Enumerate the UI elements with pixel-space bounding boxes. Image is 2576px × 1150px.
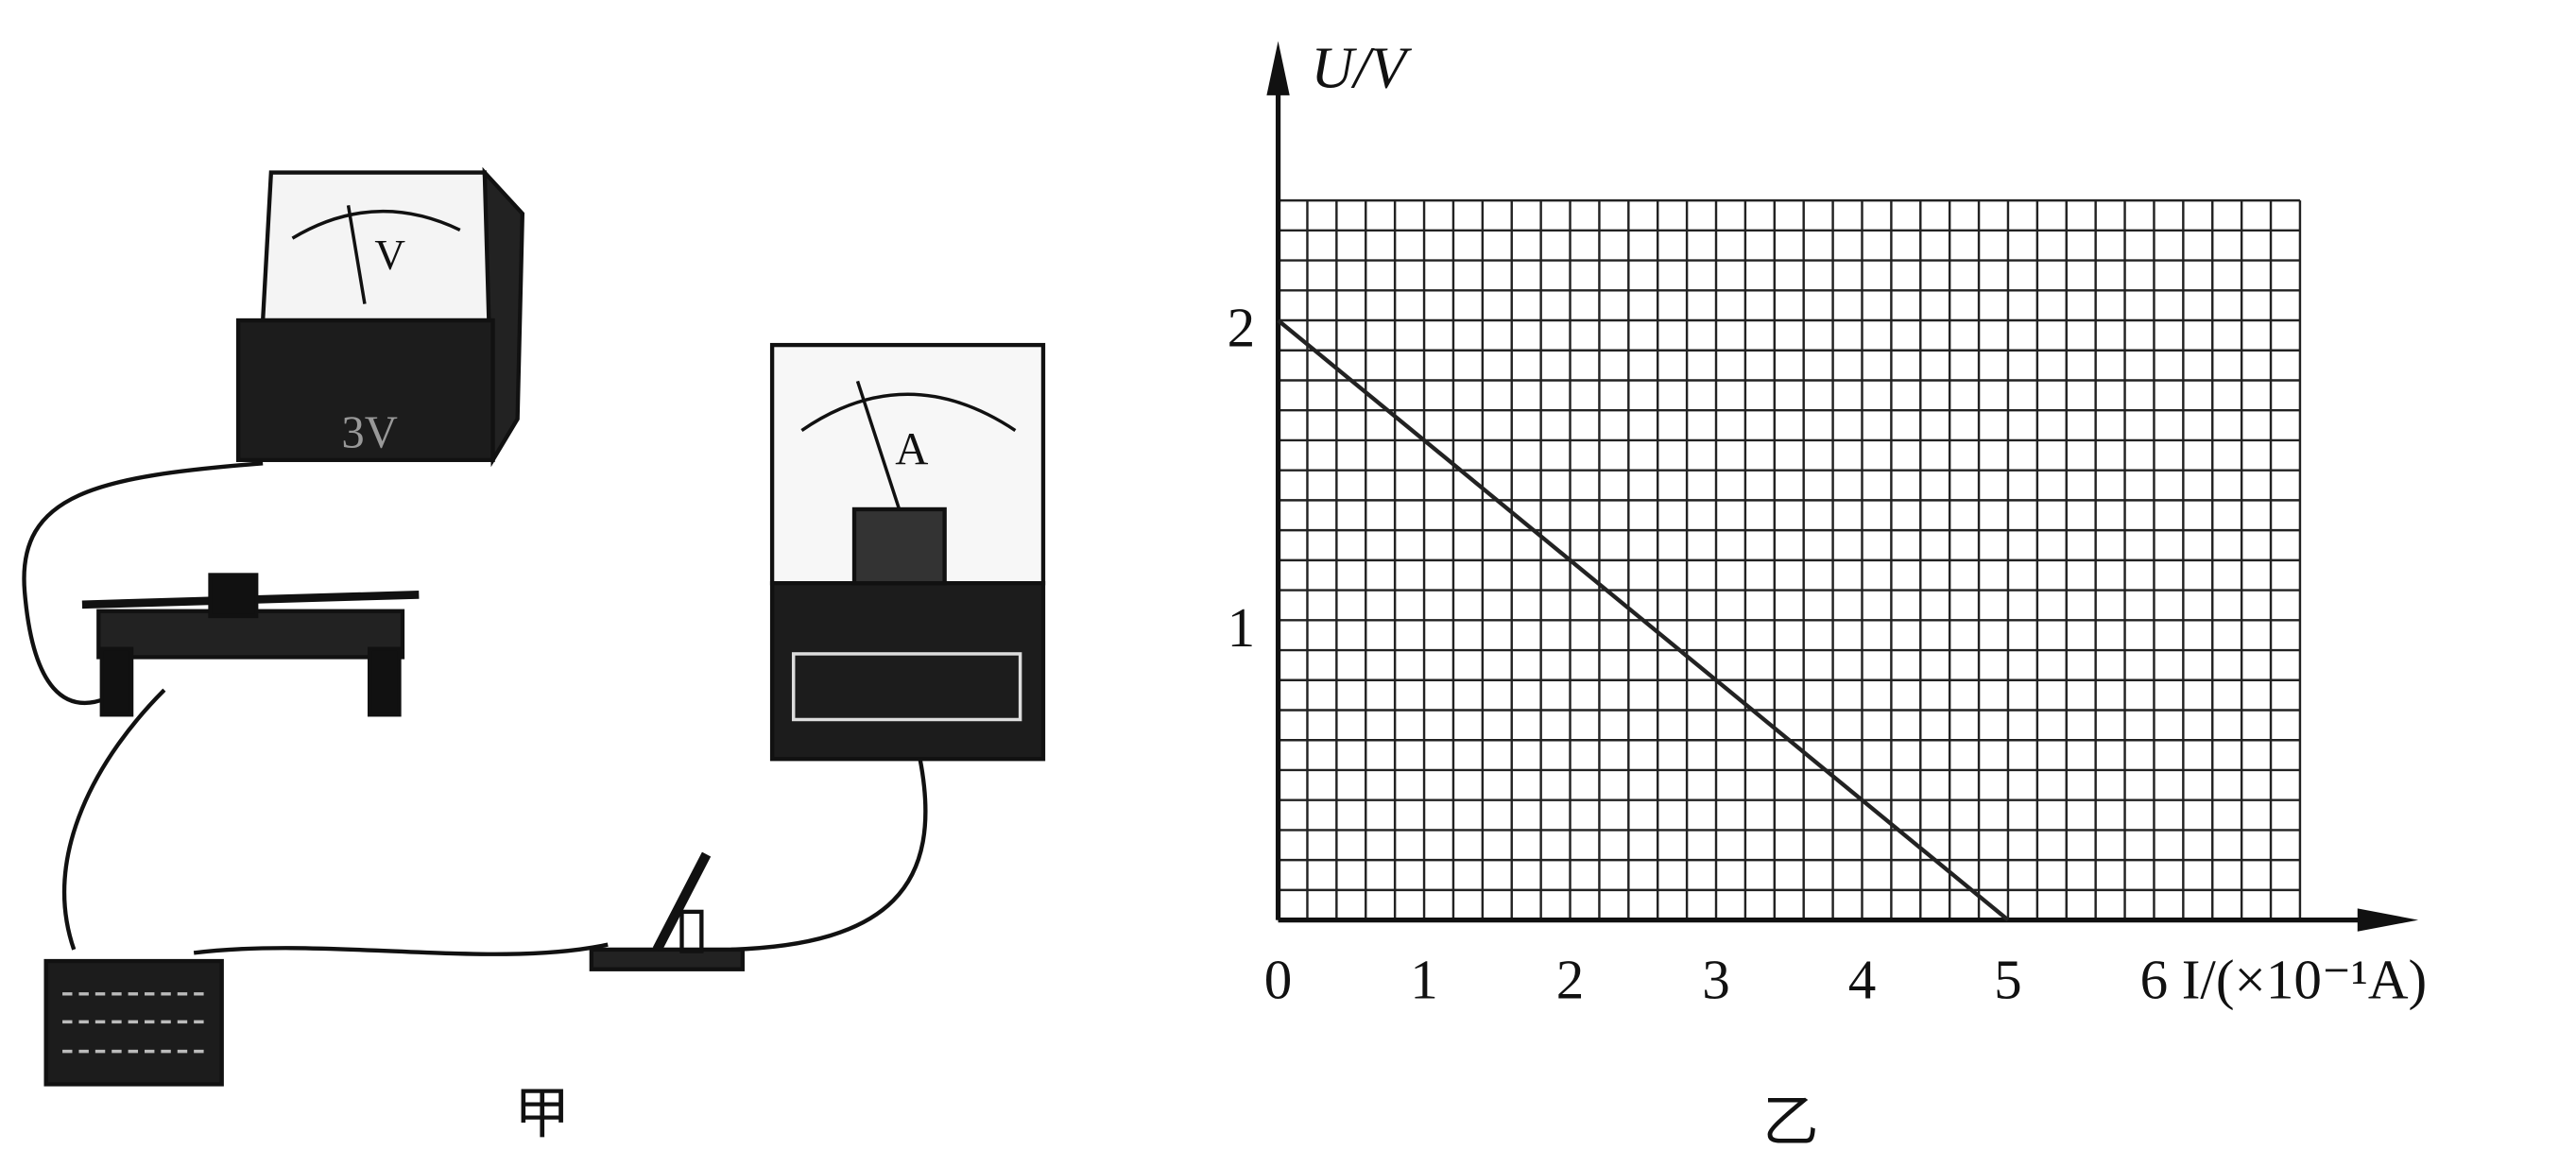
- x-tick-label: 3: [1702, 949, 1730, 1011]
- y-tick-label: 2: [1228, 297, 1256, 359]
- switch-clip: [679, 909, 704, 953]
- switch-base: [589, 947, 745, 971]
- x-tick-label: 6: [2140, 949, 2169, 1011]
- ammeter-terminals: [851, 506, 947, 586]
- ammeter-scale: [800, 392, 1017, 432]
- x-tick-label: 0: [1264, 949, 1293, 1011]
- rheostat-leg: [367, 646, 402, 717]
- x-tick-label: 1: [1410, 949, 1438, 1011]
- caption: 乙: [1762, 1089, 1818, 1150]
- voltmeter-range: 3V: [341, 407, 397, 458]
- switch-lever: [652, 851, 712, 953]
- y-axis-arrow: [1266, 41, 1290, 95]
- wire: [730, 758, 928, 953]
- rheostat-slider: [208, 573, 259, 619]
- ammeter-panel: [791, 652, 1022, 722]
- ammeter-needle: [855, 380, 902, 513]
- voltmeter-body: [235, 318, 495, 462]
- x-axis-label: I/(×10⁻¹A): [2182, 949, 2427, 1011]
- data-line: [1277, 318, 2010, 922]
- x-axis-arrow: [2357, 908, 2419, 932]
- caption: 甲: [514, 1080, 570, 1145]
- circuit-apparatus: [22, 166, 1046, 1087]
- x-tick-label: 5: [1994, 949, 2022, 1011]
- x-tick-label: 4: [1848, 949, 1877, 1011]
- rheostat-leg: [99, 646, 134, 717]
- battery-cells: [62, 992, 206, 1054]
- voltmeter-label: V: [374, 232, 405, 279]
- x-tick-label: 2: [1556, 949, 1585, 1011]
- chart: U/V I/(×10⁻¹A) 0 1 2 3 4 5 6 1 2: [1228, 35, 2428, 1011]
- wire: [62, 688, 166, 951]
- voltmeter-needle: [346, 205, 367, 304]
- y-axis-label: U/V: [1311, 35, 1413, 101]
- wire: [22, 461, 264, 705]
- ammeter-body: [769, 581, 1046, 762]
- voltmeter-scale: [291, 209, 461, 240]
- ammeter-label: A: [895, 423, 928, 474]
- wire: [193, 942, 609, 956]
- y-tick-label: 1: [1228, 596, 1256, 659]
